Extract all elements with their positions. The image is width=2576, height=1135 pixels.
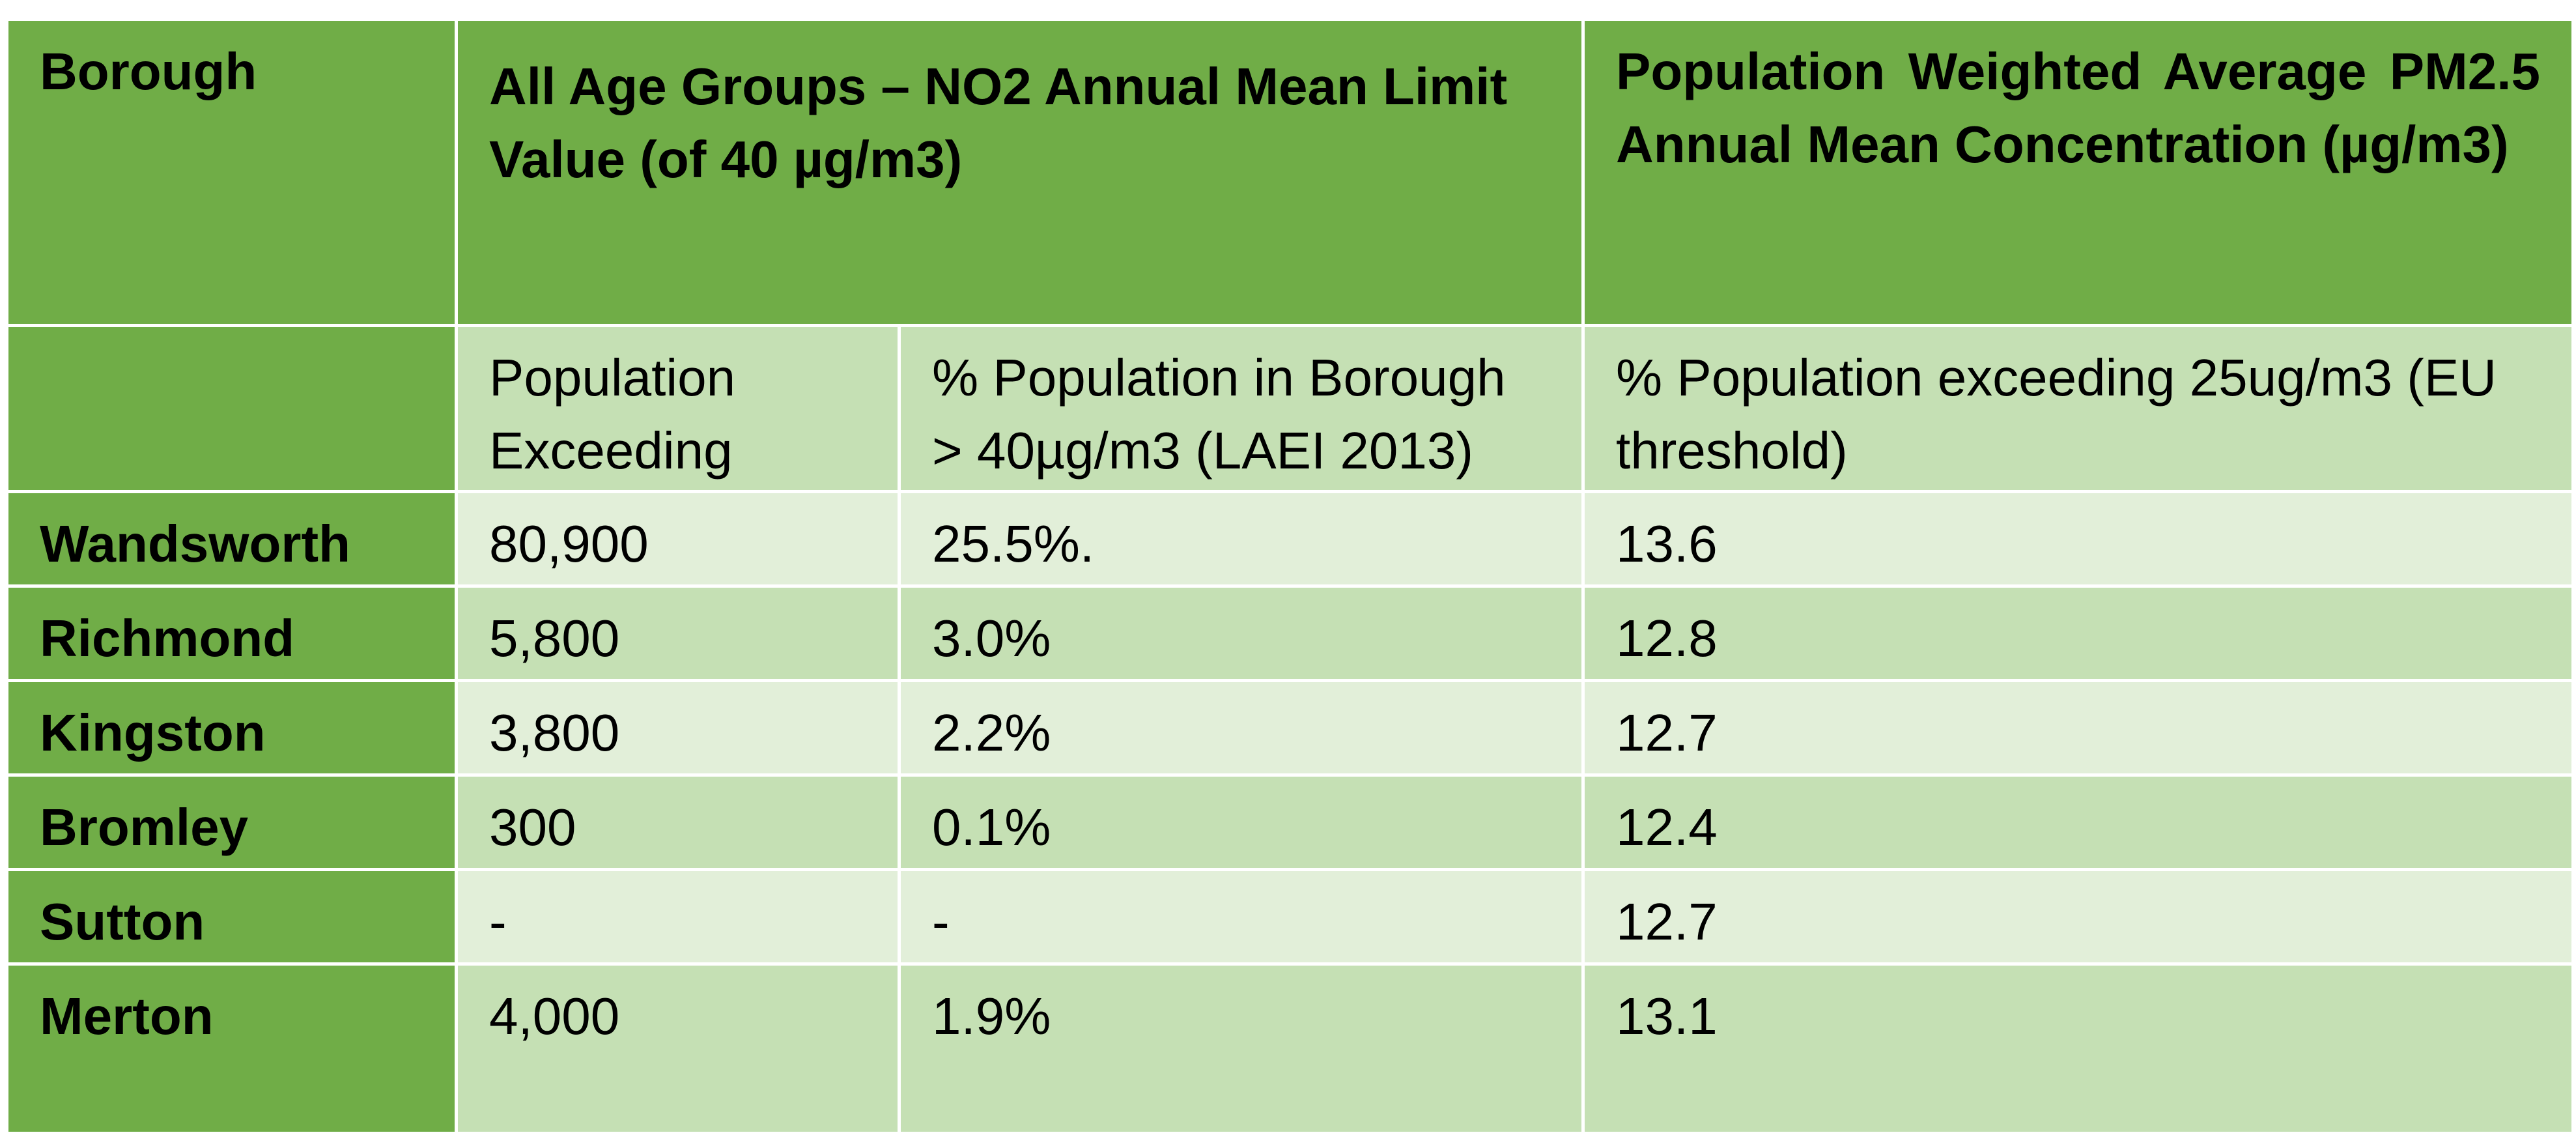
row-borough: Bromley — [5, 773, 458, 871]
row-population-exceeding: 3,800 — [455, 679, 901, 777]
header-no2: All Age Groups – NO2 Annual Mean Limit V… — [454, 18, 1585, 327]
row-borough: Wandsworth — [5, 490, 458, 588]
table-row: Sutton - - 12.7 — [5, 868, 2575, 966]
row-borough: Sutton — [5, 868, 458, 966]
table-row: Kingston 3,800 2.2% 12.7 — [5, 679, 2575, 777]
subheader-pct-population: % Population in Borough > 40µg/m3 (LAEI … — [897, 324, 1585, 493]
row-borough: Merton — [5, 962, 458, 1135]
row-pct-population: 1.9% — [897, 962, 1585, 1135]
table-row: Merton 4,000 1.9% 13.1 — [5, 962, 2575, 1135]
row-population-exceeding: - — [455, 868, 901, 966]
row-borough: Richmond — [5, 584, 458, 682]
row-population-exceeding: 5,800 — [455, 584, 901, 682]
row-population-exceeding: 300 — [455, 773, 901, 871]
subheader-row: Population Exceeding % Population in Bor… — [5, 324, 2575, 493]
row-pct-population: 3.0% — [897, 584, 1585, 682]
subheader-empty-cell — [5, 324, 458, 493]
table-row: Bromley 300 0.1% 12.4 — [5, 773, 2575, 871]
row-pct-population: - — [897, 868, 1585, 966]
row-pm25: 13.6 — [1581, 490, 2575, 588]
row-pct-population: 25.5%. — [897, 490, 1585, 588]
air-quality-table: Borough All Age Groups – NO2 Annual Mean… — [5, 18, 2575, 1135]
header-borough: Borough — [5, 18, 458, 327]
row-pct-population: 2.2% — [897, 679, 1585, 777]
row-pm25: 12.8 — [1581, 584, 2575, 682]
row-pm25: 12.4 — [1581, 773, 2575, 871]
row-population-exceeding: 80,900 — [455, 490, 901, 588]
subheader-population-exceeding: Population Exceeding — [455, 324, 901, 493]
row-population-exceeding: 4,000 — [455, 962, 901, 1135]
table-row: Wandsworth 80,900 25.5%. 13.6 — [5, 490, 2575, 588]
header-pm25: Population Weighted Average PM2.5 Annual… — [1581, 18, 2575, 327]
row-pm25: 13.1 — [1581, 962, 2575, 1135]
subheader-pct-pm25: % Population exceeding 25ug/m3 (EU thres… — [1581, 324, 2575, 493]
row-pct-population: 0.1% — [897, 773, 1585, 871]
row-pm25: 12.7 — [1581, 679, 2575, 777]
table-row: Richmond 5,800 3.0% 12.8 — [5, 584, 2575, 682]
row-borough: Kingston — [5, 679, 458, 777]
row-pm25: 12.7 — [1581, 868, 2575, 966]
header-row: Borough All Age Groups – NO2 Annual Mean… — [5, 18, 2575, 327]
